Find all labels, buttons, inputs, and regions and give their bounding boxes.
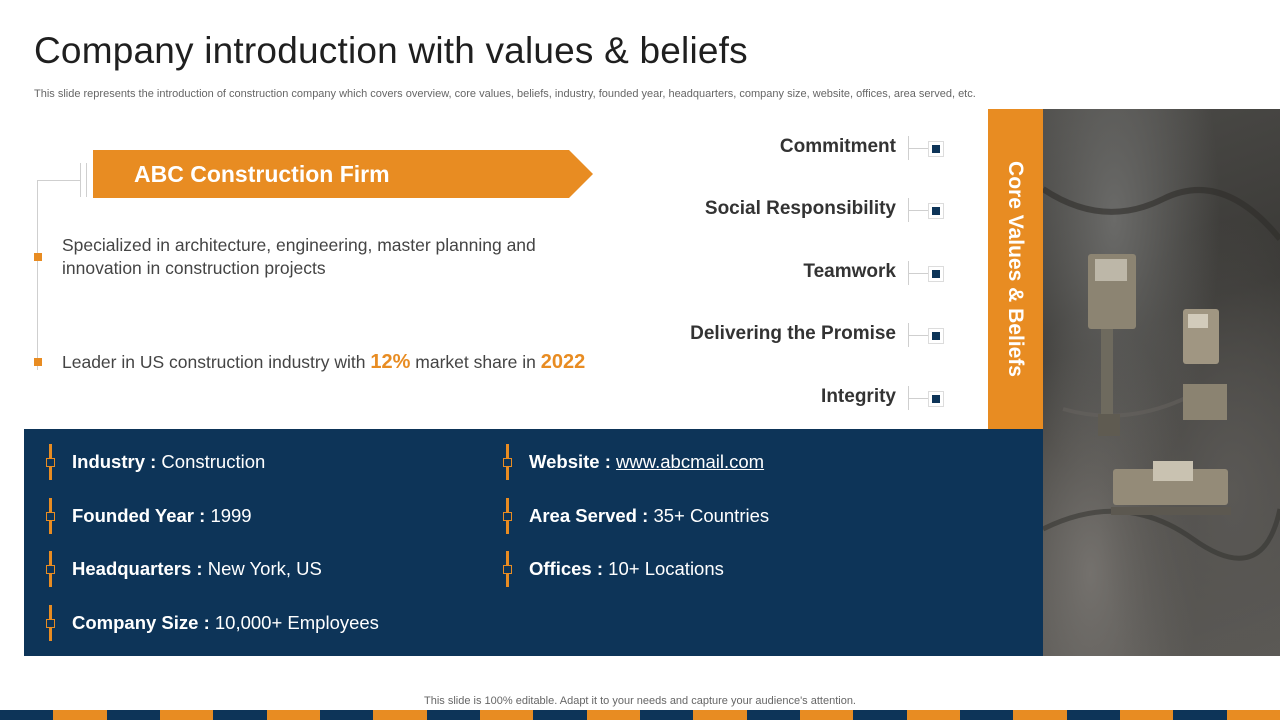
value-marker (928, 391, 944, 407)
construction-machinery-image (1041, 186, 1280, 561)
firm-banner (93, 150, 593, 198)
info-label: Area Served : (529, 505, 649, 526)
core-values-bar (988, 109, 1043, 429)
info-label: Website : (529, 451, 611, 472)
core-values-heading: Core Values & Beliefs (1004, 161, 1027, 377)
info-marker (46, 444, 55, 480)
info-label: Headquarters : (72, 558, 203, 579)
connector-line (908, 398, 930, 399)
footer-stripe (0, 710, 1280, 720)
value-marker (928, 328, 944, 344)
company-info-panel (24, 429, 1043, 656)
footer-note: This slide is 100% editable. Adapt it to… (424, 695, 856, 707)
value-marker (928, 203, 944, 219)
bracket-line (80, 163, 81, 197)
bullet-marker (34, 358, 42, 366)
info-offices: Offices : 10+ Locations (529, 558, 724, 580)
info-industry: Industry : Construction (72, 451, 265, 473)
value-marker (928, 266, 944, 282)
market-share: 12% (370, 351, 411, 373)
leader-prefix: Leader in US construction industry with (62, 352, 366, 372)
info-area-served: Area Served : 35+ Countries (529, 505, 769, 527)
info-marker (503, 551, 512, 587)
value-marker (928, 141, 944, 157)
bracket-line (86, 163, 87, 197)
info-value: 1999 (210, 505, 252, 526)
core-value-item: Teamwork (803, 261, 896, 282)
info-marker (503, 498, 512, 534)
info-marker (46, 551, 55, 587)
info-founded-year: Founded Year : 1999 (72, 505, 252, 527)
leader-year: 2022 (540, 351, 586, 373)
info-marker (46, 498, 55, 534)
core-value-item: Social Responsibility (704, 198, 896, 219)
info-company-size: Company Size : 10,000+ Employees (72, 612, 379, 634)
core-value-item: Integrity (821, 386, 896, 407)
info-website: Website : www.abcmail.com (529, 451, 764, 473)
info-value: New York, US (207, 558, 322, 579)
info-label: Industry : (72, 451, 157, 472)
bracket-line (37, 180, 38, 370)
connector-line (908, 148, 930, 149)
construction-photo (1041, 109, 1280, 656)
leader-statement: Leader in US construction industry with … (62, 351, 585, 374)
info-value: 10+ Locations (608, 558, 724, 579)
bullet-marker (34, 253, 42, 261)
slide-title: Company introduction with values & belie… (34, 30, 748, 71)
leader-middle: market share in (415, 352, 536, 372)
info-headquarters: Headquarters : New York, US (72, 558, 322, 580)
bracket-line (37, 180, 81, 181)
slide-subtitle: This slide represents the introduction o… (34, 88, 976, 100)
connector-line (908, 335, 930, 336)
firm-name: ABC Construction Firm (134, 161, 390, 187)
connector-line (908, 210, 930, 211)
info-marker (46, 605, 55, 641)
info-value: 10,000+ Employees (214, 612, 379, 633)
info-label: Offices : (529, 558, 604, 579)
info-value: 35+ Countries (653, 505, 770, 526)
core-value-item: Delivering the Promise (690, 323, 896, 344)
info-label: Founded Year : (72, 505, 206, 526)
info-marker (503, 444, 512, 480)
website-link[interactable]: www.abcmail.com (616, 451, 765, 472)
company-description: Specialized in architecture, engineering… (62, 235, 536, 278)
connector-line (908, 273, 930, 274)
info-value: Construction (161, 451, 266, 472)
core-value-item: Commitment (779, 136, 896, 157)
info-label: Company Size : (72, 612, 210, 633)
